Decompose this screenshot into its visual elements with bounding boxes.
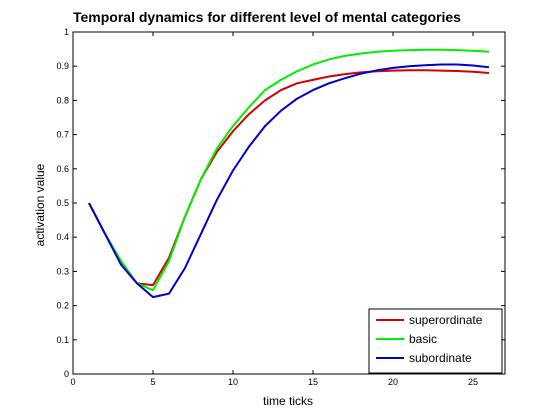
y-axis-ticks: 0 0.1 0.2 0.3 0.4 0.5 0.6 0.7 0.8 0.9 1 [56,27,505,379]
y-tick-label: 1 [64,27,69,37]
x-axis-label: time ticks [263,394,313,408]
legend: superordinate basic subordinate [368,308,503,374]
series-line-basic [88,48,490,292]
y-tick-label: 0.4 [56,232,69,242]
legend-label-basic: basic [409,332,437,346]
y-tick-label: 0.6 [56,164,69,174]
legend-label-superordinate: superordinate [409,313,483,327]
y-tick-label: 0.1 [56,335,69,345]
x-tick-label: 5 [150,377,155,387]
y-tick-label: 0.5 [56,198,69,208]
series-line-superordinate [88,69,490,287]
y-tick-label: 0.9 [56,61,69,71]
legend-label-subordinate: subordinate [409,351,472,365]
x-tick-label: 0 [70,377,75,387]
plot-area: 0 5 10 15 20 25 0 0.1 0.2 0.3 0.4 0.5 0.6 0.7 0.8 0.9 1 [56,27,506,387]
y-tick-label: 0.2 [56,301,69,311]
x-tick-label: 15 [308,377,318,387]
y-tick-label: 0.8 [56,95,69,105]
y-axis-label: activation value [33,163,47,246]
x-tick-label: 10 [228,377,238,387]
x-tick-label: 20 [388,377,398,387]
series-line-subordinate [88,63,490,299]
series-lines [88,48,490,299]
y-tick-label: 0 [64,369,69,379]
x-tick-label: 25 [468,377,478,387]
y-tick-label: 0.7 [56,130,69,140]
y-tick-label: 0.3 [56,266,69,276]
chart-title: Temporal dynamics for different level of… [73,9,461,25]
